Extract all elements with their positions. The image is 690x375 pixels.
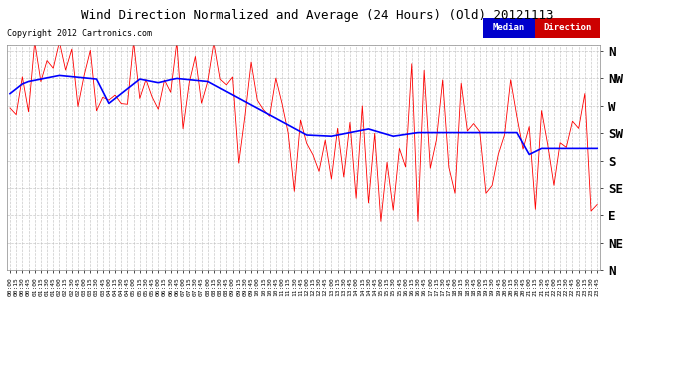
Bar bbox=[483, 18, 535, 38]
Bar bbox=[535, 18, 600, 38]
Text: Wind Direction Normalized and Average (24 Hours) (Old) 20121113: Wind Direction Normalized and Average (2… bbox=[81, 9, 553, 22]
Text: Median: Median bbox=[493, 23, 525, 33]
Text: Direction: Direction bbox=[543, 23, 591, 33]
Text: Copyright 2012 Cartronics.com: Copyright 2012 Cartronics.com bbox=[7, 28, 152, 38]
